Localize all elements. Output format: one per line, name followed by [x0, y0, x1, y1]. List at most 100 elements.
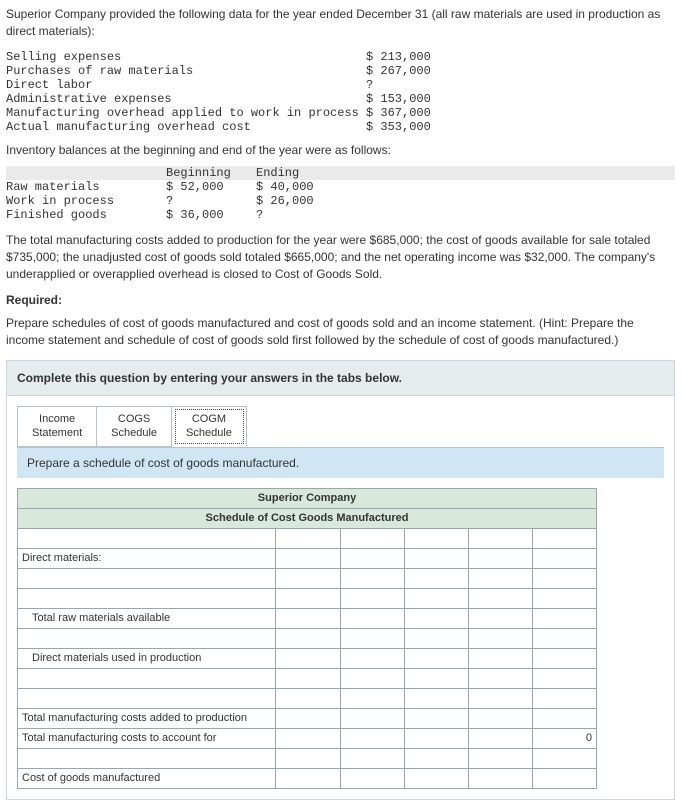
inv-value: $ 36,000: [166, 208, 256, 222]
item-value: $ 267,000: [366, 64, 446, 78]
cell-input[interactable]: [340, 588, 404, 608]
row-tmc-added: Total manufacturing costs added to produ…: [18, 708, 276, 728]
tab-line2: Schedule: [186, 427, 232, 439]
cell-input[interactable]: [18, 528, 276, 548]
item-value: $ 353,000: [366, 120, 446, 134]
cell-input[interactable]: [468, 608, 532, 628]
cell-input[interactable]: [532, 568, 596, 588]
cell-input[interactable]: [18, 748, 276, 768]
cell-input[interactable]: [18, 588, 276, 608]
cell-input[interactable]: [18, 688, 276, 708]
paragraph-details: The total manufacturing costs added to p…: [6, 232, 675, 282]
cell-input[interactable]: [404, 768, 468, 788]
cell-input[interactable]: [468, 588, 532, 608]
cell-input[interactable]: [18, 568, 276, 588]
cell-input[interactable]: [532, 668, 596, 688]
cell-input[interactable]: [532, 748, 596, 768]
cell-input[interactable]: [468, 568, 532, 588]
cell-input[interactable]: [276, 548, 340, 568]
row-dm-used: Direct materials used in production: [18, 648, 276, 668]
cell-input[interactable]: [532, 528, 596, 548]
tab-cogm-schedule[interactable]: COGM Schedule: [172, 406, 247, 446]
cell-input[interactable]: [340, 748, 404, 768]
cell-input[interactable]: [468, 648, 532, 668]
cell-input[interactable]: [404, 748, 468, 768]
item-label: Manufacturing overhead applied to work i…: [6, 106, 366, 120]
cell-input[interactable]: [468, 728, 532, 748]
cell-input[interactable]: [276, 568, 340, 588]
cell-input[interactable]: [404, 668, 468, 688]
cell-input[interactable]: [468, 748, 532, 768]
cell-input[interactable]: [340, 728, 404, 748]
item-label: Actual manufacturing overhead cost: [6, 120, 366, 134]
cell-input[interactable]: [468, 668, 532, 688]
cell-input[interactable]: [340, 708, 404, 728]
cell-input[interactable]: [276, 668, 340, 688]
cell-input[interactable]: [404, 588, 468, 608]
cell-input[interactable]: [340, 528, 404, 548]
cell-input[interactable]: [404, 628, 468, 648]
cell-input[interactable]: [468, 528, 532, 548]
cell-input[interactable]: [532, 548, 596, 568]
cell-input[interactable]: [404, 648, 468, 668]
cell-input[interactable]: [532, 588, 596, 608]
cell-input[interactable]: [468, 628, 532, 648]
cell-input[interactable]: [404, 688, 468, 708]
item-label: Selling expenses: [6, 50, 366, 64]
problem-intro: Superior Company provided the following …: [6, 6, 675, 40]
cell-input[interactable]: [276, 688, 340, 708]
cell-input[interactable]: [276, 528, 340, 548]
cell-input[interactable]: [340, 648, 404, 668]
tab-line1: Income: [39, 413, 75, 425]
cell-input[interactable]: [276, 648, 340, 668]
row-total-raw-materials: Total raw materials available: [18, 608, 276, 628]
cell-input[interactable]: [340, 768, 404, 788]
inv-value: $ 40,000: [256, 180, 346, 194]
row-direct-materials: Direct materials:: [18, 548, 276, 568]
schedule-title: Schedule of Cost Goods Manufactured: [18, 508, 597, 528]
cell-input[interactable]: [276, 768, 340, 788]
item-value: $ 213,000: [366, 50, 446, 64]
cell-input[interactable]: [404, 708, 468, 728]
cell-input[interactable]: [18, 628, 276, 648]
cell-input[interactable]: [404, 548, 468, 568]
cell-input[interactable]: [276, 708, 340, 728]
cell-input[interactable]: [468, 688, 532, 708]
cell-input[interactable]: [468, 548, 532, 568]
cell-input[interactable]: [340, 568, 404, 588]
cell-input[interactable]: [532, 648, 596, 668]
data-items-table: Selling expenses$ 213,000 Purchases of r…: [6, 50, 675, 134]
inventory-table: BeginningEnding Raw materials$ 52,000$ 4…: [6, 166, 675, 222]
cell-input[interactable]: [276, 728, 340, 748]
cell-input[interactable]: [404, 728, 468, 748]
tab-line1: COGS: [118, 413, 150, 425]
tab-line1: COGM: [192, 413, 226, 425]
cell-input[interactable]: [340, 628, 404, 648]
cell-input[interactable]: [468, 708, 532, 728]
cell-input[interactable]: [340, 688, 404, 708]
cell-input[interactable]: [532, 688, 596, 708]
cell-input[interactable]: [276, 608, 340, 628]
cell-input[interactable]: [340, 608, 404, 628]
cell-input[interactable]: [276, 628, 340, 648]
cell-input[interactable]: [404, 568, 468, 588]
col-header: Beginning: [166, 166, 256, 180]
cell-input[interactable]: [276, 588, 340, 608]
tab-income-statement[interactable]: Income Statement: [17, 406, 97, 446]
inventory-intro: Inventory balances at the beginning and …: [6, 142, 675, 159]
cell-input[interactable]: [468, 768, 532, 788]
cell-input[interactable]: [276, 748, 340, 768]
item-value: $ 367,000: [366, 106, 446, 120]
cell-input[interactable]: [340, 548, 404, 568]
cell-input[interactable]: [404, 528, 468, 548]
cell-input[interactable]: [340, 668, 404, 688]
item-value: ?: [366, 78, 446, 92]
cell-input[interactable]: [532, 708, 596, 728]
item-value: $ 153,000: [366, 92, 446, 106]
cell-input[interactable]: [532, 628, 596, 648]
tab-cogs-schedule[interactable]: COGS Schedule: [97, 406, 172, 446]
cell-input[interactable]: [532, 608, 596, 628]
cell-input[interactable]: [18, 668, 276, 688]
cell-input[interactable]: [404, 608, 468, 628]
cell-input[interactable]: [532, 768, 596, 788]
